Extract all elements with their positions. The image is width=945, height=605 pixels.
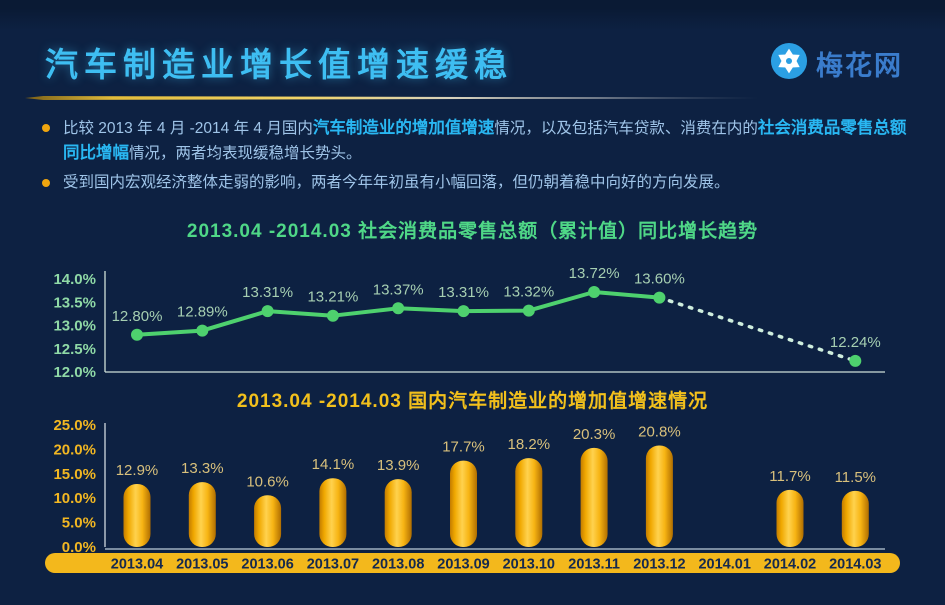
bar bbox=[384, 479, 412, 547]
y-tick-label: 14.0% bbox=[53, 271, 96, 288]
bullet-dot-icon bbox=[42, 124, 50, 132]
bar-value-label: 12.9% bbox=[116, 462, 159, 479]
meihua-logo: 梅花网 bbox=[770, 42, 903, 85]
data-point bbox=[196, 324, 209, 337]
data-point bbox=[653, 291, 666, 304]
point-label: 13.31% bbox=[242, 284, 293, 301]
bar bbox=[254, 495, 282, 547]
bar-value-label: 13.9% bbox=[377, 457, 420, 474]
bar bbox=[319, 478, 347, 547]
x-category-label: 2013.09 bbox=[437, 557, 489, 573]
x-category-label: 2013.04 bbox=[111, 557, 163, 573]
y-tick-label: 15.0% bbox=[53, 466, 96, 483]
data-point bbox=[261, 305, 274, 318]
bar-value-label: 18.2% bbox=[508, 436, 551, 453]
bar bbox=[450, 460, 477, 547]
data-point bbox=[457, 305, 470, 318]
category-strip bbox=[45, 553, 900, 573]
bar-value-label: 14.1% bbox=[312, 456, 355, 473]
meihua-logo-text: 梅花网 bbox=[816, 51, 903, 81]
auto-bar-chart: 25.0% 20.0% 15.0% 10.0% 5.0% 0.0% 2013.04 2013.… bbox=[45, 417, 900, 573]
bar-value-label: 13.3% bbox=[181, 460, 224, 477]
retail-line-chart: 14.0% 13.5% 13.0% 12.5% 12.0% 12.80% 12.89% 13.… bbox=[53, 265, 885, 381]
x-category-label: 2013.07 bbox=[307, 557, 359, 573]
point-label: 13.72% bbox=[569, 265, 620, 282]
bullet-dot-icon bbox=[42, 179, 50, 187]
bullet-text: 比较 2013 年 4 月 -2014 年 4 月国内汽车制造业的增加值增速情况… bbox=[63, 119, 907, 162]
bullet-text: 受到国内宏观经济整体走弱的影响，两者今年年初虽有小幅回落，但仍朝着稳中向好的方向… bbox=[63, 174, 730, 191]
x-category-label: 2013.10 bbox=[503, 557, 555, 573]
data-point bbox=[849, 354, 862, 367]
data-point bbox=[588, 286, 601, 299]
summary-bullets: 比较 2013 年 4 月 -2014 年 4 月国内汽车制造业的增加值增速情况… bbox=[42, 116, 908, 200]
bar bbox=[841, 490, 869, 547]
bar-chart-title: 2013.04 -2014.03 国内汽车制造业的增加值增速情况 bbox=[236, 391, 709, 412]
point-label: 12.89% bbox=[177, 304, 228, 321]
bar-value-label: 20.8% bbox=[638, 423, 681, 440]
point-label: 13.60% bbox=[634, 271, 685, 288]
x-category-label: 2013.11 bbox=[568, 557, 620, 573]
bar bbox=[123, 484, 151, 547]
gold-divider bbox=[25, 96, 758, 100]
y-tick-label: 12.0% bbox=[53, 364, 96, 381]
trend-line-dashed bbox=[657, 295, 858, 363]
data-point bbox=[522, 304, 535, 317]
x-category-label: 2013.08 bbox=[372, 557, 424, 573]
page-title: 汽车制造业增长值增速缓稳 bbox=[45, 46, 513, 83]
bullet-item: 受到国内宏观经济整体走弱的影响，两者今年年初虽有小幅回落，但仍朝着稳中向好的方向… bbox=[42, 171, 908, 195]
data-point bbox=[326, 309, 339, 322]
bar bbox=[580, 447, 608, 547]
y-tick-label: 5.0% bbox=[62, 515, 96, 532]
bar bbox=[188, 482, 216, 547]
line-chart-title: 2013.04 -2014.03 社会消费品零售总额（累计值）同比增长趋势 bbox=[186, 221, 759, 242]
y-tick-label: 10.0% bbox=[53, 490, 96, 507]
x-category-label: 2013.12 bbox=[633, 557, 685, 573]
y-tick-label: 20.0% bbox=[53, 441, 96, 458]
point-label: 13.31% bbox=[438, 284, 489, 301]
x-category-label: 2014.02 bbox=[764, 557, 816, 573]
bullet-item: 比较 2013 年 4 月 -2014 年 4 月国内汽车制造业的增加值增速情况… bbox=[42, 116, 908, 166]
bar bbox=[776, 489, 804, 547]
bar-value-label: 11.7% bbox=[769, 468, 810, 485]
data-point bbox=[392, 302, 405, 315]
x-category-label: 2013.05 bbox=[176, 557, 228, 573]
y-tick-label: 13.0% bbox=[53, 318, 96, 335]
bar bbox=[645, 445, 673, 547]
x-category-label: 2014.03 bbox=[829, 557, 881, 573]
point-label: 13.32% bbox=[503, 284, 554, 301]
point-label: 12.80% bbox=[112, 308, 163, 325]
point-label: 13.37% bbox=[373, 281, 424, 298]
point-label: 13.21% bbox=[307, 289, 358, 306]
point-label: 12.24% bbox=[830, 334, 881, 351]
y-tick-label: 13.5% bbox=[53, 294, 96, 311]
y-tick-label: 12.5% bbox=[53, 341, 96, 358]
bar-value-label: 11.5% bbox=[835, 469, 876, 486]
x-category-label: 2014.01 bbox=[698, 557, 750, 573]
data-point bbox=[131, 328, 143, 341]
bar-value-label: 10.6% bbox=[246, 473, 289, 490]
y-tick-label: 0.0% bbox=[62, 539, 96, 556]
bar-value-label: 20.3% bbox=[573, 426, 616, 443]
x-category-label: 2013.06 bbox=[241, 557, 293, 573]
bar-value-label: 17.7% bbox=[442, 439, 485, 456]
plum-blossom-logo-icon bbox=[770, 42, 808, 85]
bar bbox=[515, 458, 543, 547]
y-tick-label: 25.0% bbox=[53, 417, 96, 434]
